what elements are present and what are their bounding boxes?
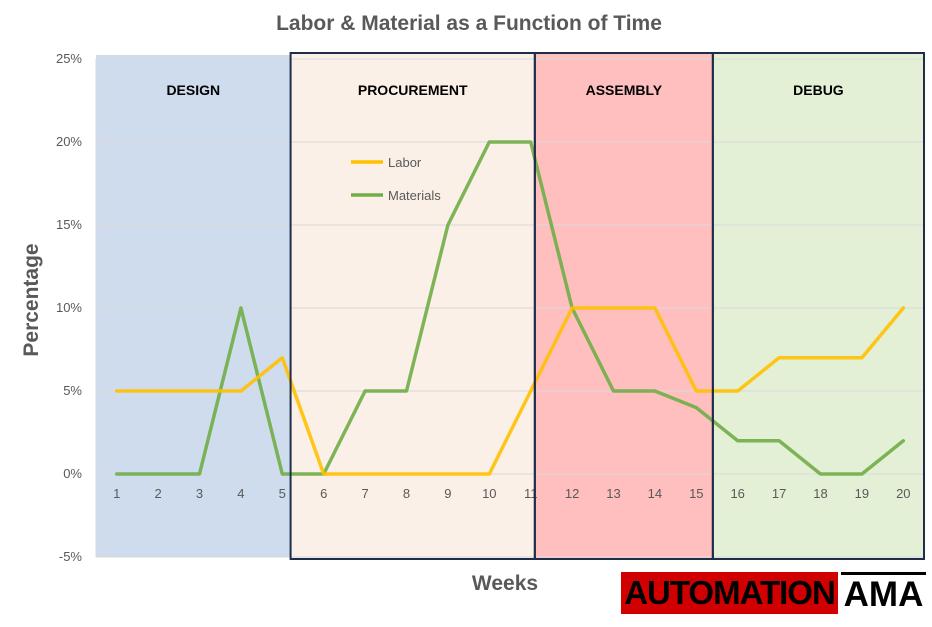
series-lines	[114, 140, 906, 476]
x-tick-label: 16	[730, 486, 744, 501]
series-line-materials	[114, 140, 906, 476]
x-tick-label: 6	[320, 486, 327, 501]
phase-label-assembly: ASSEMBLY	[586, 82, 663, 98]
phase-label-design: DESIGN	[166, 82, 220, 98]
x-tick-label: 17	[772, 486, 786, 501]
y-tick-label: 25%	[56, 51, 82, 66]
phase-borders	[289, 52, 925, 560]
phase-bands: DESIGN PROCUREMENT ASSEMBLY DEBUG	[96, 53, 924, 559]
logo-ama-text: AMA	[841, 572, 926, 614]
x-tick-label: 8	[403, 486, 410, 501]
phase-border-debug	[711, 52, 925, 560]
x-tick-label: 18	[813, 486, 827, 501]
chart-title: Labor & Material as a Function of Time	[276, 12, 662, 35]
phase-band-debug	[712, 53, 924, 559]
phase-label-debug: DEBUG	[793, 82, 844, 98]
phase-label-procurement: PROCUREMENT	[358, 82, 468, 98]
y-tick-label: 20%	[56, 134, 82, 149]
x-tick-label: 3	[196, 486, 203, 501]
phase-band-procurement	[290, 53, 535, 559]
y-tick-label: 5%	[63, 383, 82, 398]
x-tick-label: 5	[279, 486, 286, 501]
phase-band-design	[96, 55, 291, 557]
x-tick-label: 20	[896, 486, 910, 501]
x-tick-label: 19	[855, 486, 869, 501]
x-tick-label: 4	[237, 486, 244, 501]
legend-label-materials: Materials	[388, 188, 441, 203]
x-tick-label: 7	[361, 486, 368, 501]
y-axis-title: Percentage	[20, 243, 43, 356]
x-tick-label: 14	[648, 486, 662, 501]
x-tick-label: 13	[606, 486, 620, 501]
logo-automation-text: AUTOMATION	[621, 572, 838, 614]
automation-ama-logo: AUTOMATION AMA	[621, 572, 926, 614]
x-tick-label: 2	[154, 486, 161, 501]
phase-band-assembly	[534, 53, 713, 559]
x-tick-label: 15	[689, 486, 703, 501]
y-axis-ticks: 25% 20% 15% 10% 5% 0% -5%	[56, 51, 82, 564]
y-tick-label: 15%	[56, 217, 82, 232]
x-tick-label: 9	[444, 486, 451, 501]
x-axis-title: Weeks	[472, 572, 538, 595]
series-line-labor	[114, 306, 906, 476]
x-axis-ticks: 1 2 3 4 5 6 7 8 9 10 11 12 13 14 15 16 17 18 19 20	[113, 486, 910, 501]
legend-label-labor: Labor	[388, 155, 422, 170]
y-tick-label: 10%	[56, 300, 82, 315]
legend: Labor Materials	[351, 155, 441, 203]
y-tick-label: 0%	[63, 466, 82, 481]
x-tick-label: 10	[482, 486, 496, 501]
x-tick-label: 12	[565, 486, 579, 501]
y-tick-label: -5%	[59, 549, 83, 564]
x-tick-label: 1	[113, 486, 120, 501]
